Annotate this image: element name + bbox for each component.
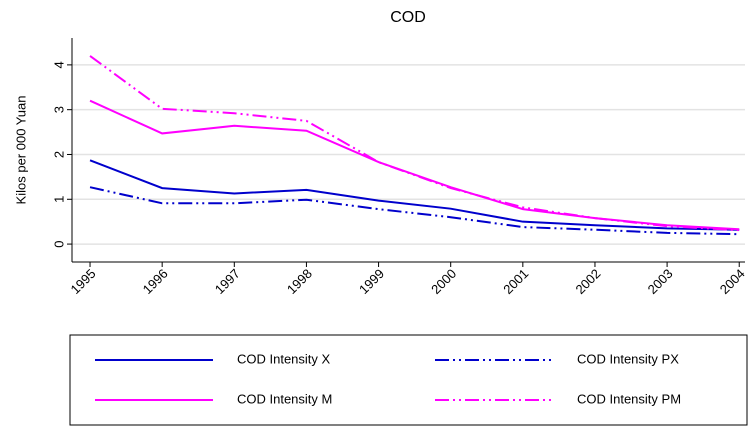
- y-tick-label: 3: [51, 106, 66, 113]
- x-tick-label: 1998: [284, 266, 315, 297]
- x-tick-label: 2002: [572, 266, 603, 297]
- series-line: [89, 55, 740, 232]
- legend-label: COD Intensity PX: [577, 351, 679, 366]
- x-tick-label: 1995: [68, 266, 99, 297]
- x-tick-label: 2004: [717, 266, 748, 297]
- legend-label: COD Intensity M: [237, 391, 332, 406]
- x-tick-label: 1999: [356, 266, 387, 297]
- y-tick-label: 4: [51, 61, 66, 68]
- x-tick-label: 1997: [212, 266, 243, 297]
- x-tick-label: 2000: [428, 266, 459, 297]
- y-tick-label: 1: [51, 196, 66, 203]
- series-line: [89, 186, 740, 236]
- legend-label: COD Intensity PM: [577, 391, 681, 406]
- x-tick-label: 1996: [140, 266, 171, 297]
- legend-box: [69, 334, 748, 426]
- y-axis-label: Kilos per 000 Yuan: [13, 96, 28, 205]
- series-line: [89, 99, 740, 231]
- y-tick-label: 2: [51, 151, 66, 158]
- y-tick-label: 0: [51, 240, 66, 247]
- chart-title: COD: [390, 9, 426, 26]
- legend-label: COD Intensity X: [237, 351, 331, 366]
- series-line: [89, 159, 740, 231]
- x-tick-label: 2001: [500, 266, 531, 297]
- x-tick-label: 2003: [645, 266, 676, 297]
